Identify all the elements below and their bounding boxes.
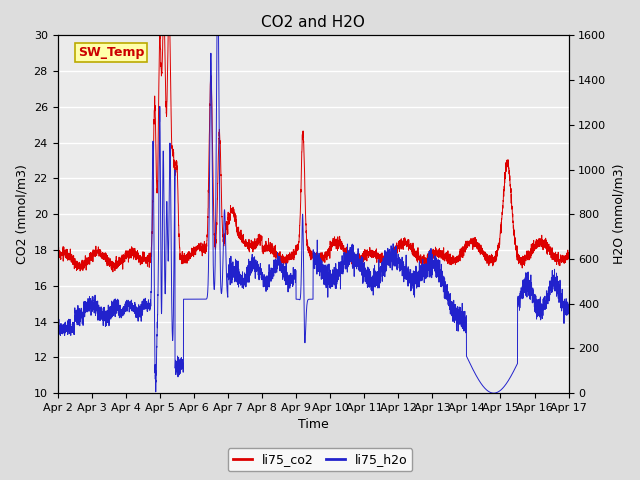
Text: SW_Temp: SW_Temp [78, 46, 145, 59]
Title: CO2 and H2O: CO2 and H2O [261, 15, 365, 30]
Y-axis label: CO2 (mmol/m3): CO2 (mmol/m3) [15, 164, 28, 264]
X-axis label: Time: Time [298, 419, 328, 432]
Legend: li75_co2, li75_h2o: li75_co2, li75_h2o [228, 448, 412, 471]
Y-axis label: H2O (mmol/m3): H2O (mmol/m3) [612, 164, 625, 264]
